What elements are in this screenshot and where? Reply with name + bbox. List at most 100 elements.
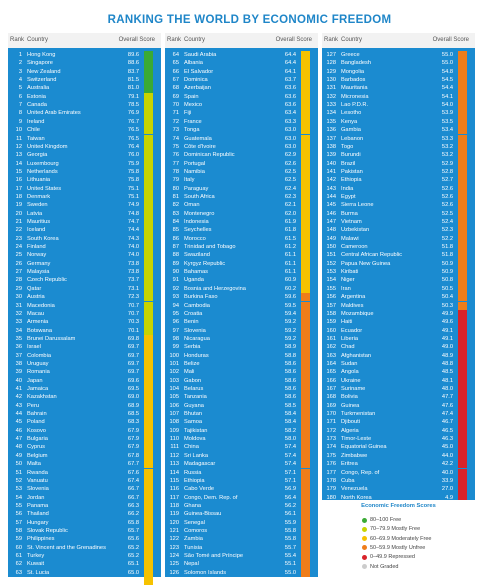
score-color-bar xyxy=(301,568,310,578)
country-cell: São Tomé and Príncipe xyxy=(184,553,244,559)
country-cell: Iceland xyxy=(27,227,46,234)
score-cell: 58.9 xyxy=(284,344,296,351)
rank-cell: 123 xyxy=(169,544,180,551)
table-row: 106 Guyana 58.5 xyxy=(165,401,318,411)
rank-cell: 106 xyxy=(169,402,180,409)
table-row: 24 Finland 74.0 xyxy=(8,243,161,252)
country-cell: Montenegro xyxy=(184,210,215,217)
rank-cell: 32 xyxy=(15,310,22,317)
table-row: 166 Ukraine 48.1 xyxy=(322,376,475,385)
table-row: 13 Georgia 76.0 xyxy=(8,151,161,160)
score-color-bar xyxy=(144,142,153,152)
score-color-bar xyxy=(458,117,467,127)
table-header: Rank Country Overall Score xyxy=(8,33,161,48)
score-cell: 50.3 xyxy=(441,302,453,309)
score-color-bar xyxy=(144,243,153,252)
table-row: 95 Croatia 59.4 xyxy=(165,309,318,319)
score-cell: 61.1 xyxy=(284,269,296,276)
rank-cell: 175 xyxy=(326,452,337,459)
rank-cell: 157 xyxy=(326,302,337,309)
score-cell: 69.6 xyxy=(127,377,139,384)
table-row: 58 Slovak Republic 65.7 xyxy=(8,526,161,536)
rank-cell: 64 xyxy=(15,578,22,585)
rank-cell: 52 xyxy=(15,477,22,484)
country-cell: South Korea xyxy=(27,235,59,242)
table-row: 139 Burundi 53.2 xyxy=(322,151,475,160)
score-cell: 65.0 xyxy=(127,578,139,585)
score-color-bar xyxy=(458,385,467,394)
score-color-bar xyxy=(301,109,310,118)
table-row: 101 Belize 58.6 xyxy=(165,359,318,369)
table-row: 45 Poland 68.3 xyxy=(8,418,161,427)
score-cell: 49.0 xyxy=(441,344,453,351)
table-row: 93 Burkina Faso 59.6 xyxy=(165,293,318,302)
score-color-bar xyxy=(301,309,310,319)
country-cell: Lebanon xyxy=(341,135,364,142)
score-color-bar xyxy=(301,126,310,135)
score-color-bar xyxy=(458,284,467,294)
table-row: 63 St. Lucia 65.0 xyxy=(8,568,161,578)
table-row: 83 Montenegro 62.0 xyxy=(165,209,318,218)
country-cell: Japan xyxy=(27,377,43,384)
table-row: 148 Uzbekistan 52.3 xyxy=(322,226,475,235)
score-cell: 69.0 xyxy=(127,394,139,401)
header-country: Country xyxy=(27,37,49,43)
country-cell: Oman xyxy=(184,202,200,209)
table-row: 133 Lao P.D.R. 54.0 xyxy=(322,101,475,110)
table-row: 7 Canada 78.5 xyxy=(8,101,161,110)
rank-cell: 130 xyxy=(326,77,337,84)
rank-cell: 140 xyxy=(326,160,337,167)
score-cell: 55.4 xyxy=(284,553,296,559)
rank-cell: 137 xyxy=(326,135,337,142)
score-color-bar xyxy=(301,435,310,444)
table-row: 171 Djibouti 46.7 xyxy=(322,418,475,427)
table-row: 178 Cuba 33.9 xyxy=(322,476,475,486)
country-cell: Tonga xyxy=(184,127,200,134)
score-color-bar xyxy=(458,368,467,377)
table-row: 79 Italy 62.5 xyxy=(165,176,318,185)
table-row: 52 Vanuatu 67.4 xyxy=(8,476,161,486)
rank-cell: 177 xyxy=(326,469,337,476)
score-cell: 53.2 xyxy=(441,143,453,150)
score-cell: 76.5 xyxy=(127,135,139,142)
rank-cell: 151 xyxy=(326,252,337,259)
rank-cell: 179 xyxy=(326,486,337,493)
score-color-bar xyxy=(458,343,467,352)
country-cell: Nepal xyxy=(184,561,199,568)
table-row: 33 Armenia 70.3 xyxy=(8,318,161,327)
score-cell: 73.8 xyxy=(127,269,139,276)
country-cell: Singapore xyxy=(27,60,53,67)
rank-cell: 158 xyxy=(326,310,337,317)
score-cell: 66.2 xyxy=(127,511,139,518)
score-color-bar xyxy=(301,460,310,469)
country-cell: Mexico xyxy=(184,102,203,109)
score-color-bar xyxy=(301,359,310,369)
table-row: 32 Macau 70.7 xyxy=(8,309,161,319)
country-cell: Mali xyxy=(184,369,195,376)
score-color-bar xyxy=(458,376,467,385)
table-row: 126 Solomon Islands 55.0 xyxy=(165,568,318,578)
score-cell: 55.8 xyxy=(284,527,296,534)
score-color-bar xyxy=(144,426,153,436)
score-cell: 73.1 xyxy=(127,285,139,292)
score-color-bar xyxy=(458,301,467,310)
country-cell: Bosnia and Herzegovina xyxy=(184,285,246,292)
table-row: 30 Austria 72.3 xyxy=(8,293,161,302)
table-row: 119 Guinea-Bissau 56.1 xyxy=(165,510,318,519)
score-color-bar xyxy=(144,192,153,202)
rank-cell: 23 xyxy=(15,235,22,242)
score-cell: 69.7 xyxy=(127,344,139,351)
score-cell: 42.2 xyxy=(441,461,453,468)
country-cell: Guinea-Bissau xyxy=(184,511,222,518)
table-row: 21 Mauritius 74.7 xyxy=(8,218,161,227)
table-row: 144 Egypt 52.6 xyxy=(322,192,475,202)
country-cell: Spain xyxy=(184,93,199,100)
table-row: 167 Suriname 48.0 xyxy=(322,385,475,394)
rank-cell: 126 xyxy=(169,569,180,576)
score-cell: 67.8 xyxy=(127,452,139,459)
rank-cell: 35 xyxy=(15,335,22,342)
score-color-bar xyxy=(144,385,153,394)
table-row: 57 Hungary 65.8 xyxy=(8,518,161,527)
country-cell: Indonesia xyxy=(184,219,209,225)
score-cell: 56.1 xyxy=(284,511,296,518)
